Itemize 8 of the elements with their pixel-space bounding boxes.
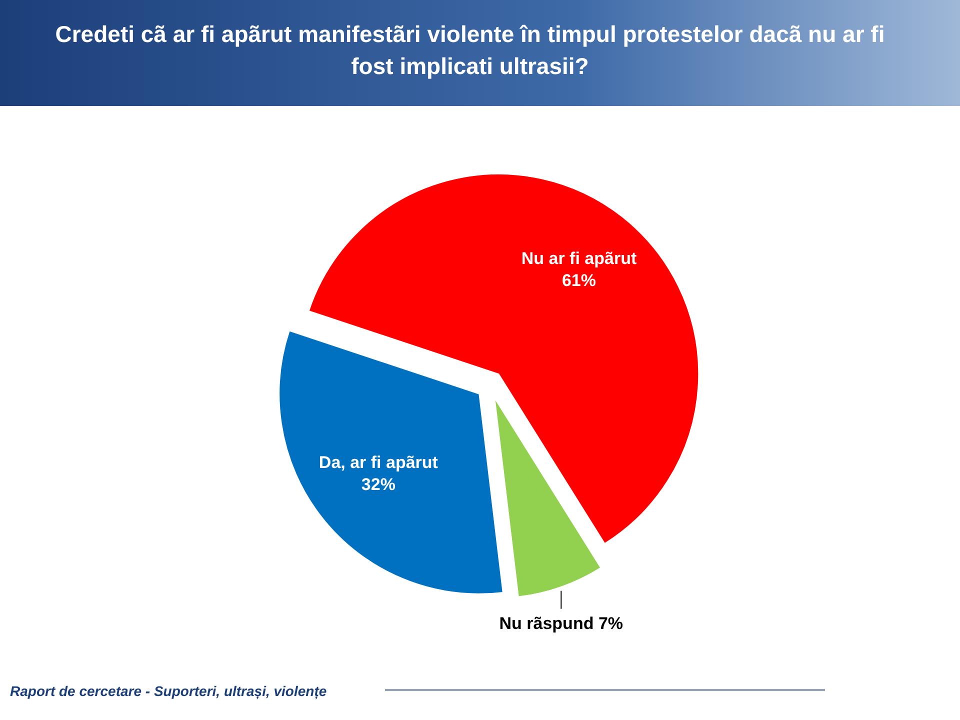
data-label: 61% [562,270,596,290]
slice-label: Nu rãspund [499,614,594,633]
chart-title: Credeti cã ar fi apãrut manifestãri violente în timpul protestelor dacã nu ar fi fost implicati ultrasii? [55,21,885,79]
data-label: 7% [598,614,624,633]
slice-label: Da, ar fi apãrut [318,453,438,472]
slice-label: Nu ar fi apãrut [521,248,637,268]
data-label: 32% [361,475,396,494]
text: Raport de cercetare - Suporteri, ultrași, violențe [10,683,327,700]
